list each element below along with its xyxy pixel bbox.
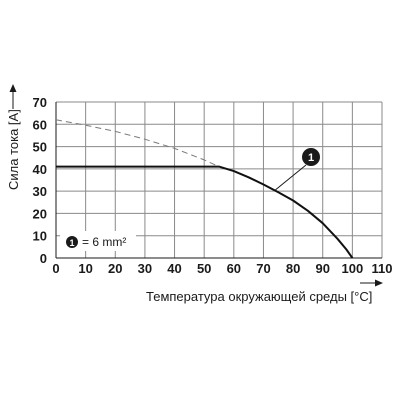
y-axis-title-group: Сила тока [A] (6, 84, 21, 190)
x-tick-label: 70 (256, 261, 270, 276)
x-tick-label: 60 (227, 261, 241, 276)
callout-badge (302, 148, 320, 166)
y-tick-label: 10 (33, 229, 47, 244)
y-axis-title: Сила тока [A] (6, 109, 21, 190)
axis-tick-labels: 0 10 20 30 40 50 60 70 80 90 100 110 0 10 20 30 40 50 60 70 (33, 95, 393, 276)
x-axis-title-group: Температура окружающей среды [°C] (146, 279, 383, 304)
y-axis-arrow-icon (9, 84, 17, 92)
y-tick-label: 30 (33, 184, 47, 199)
x-tick-label: 90 (315, 261, 329, 276)
x-tick-label: 40 (167, 261, 181, 276)
x-tick-label: 50 (197, 261, 211, 276)
y-tick-label: 60 (33, 117, 47, 132)
series-line-solid (56, 165, 354, 259)
y-tick-label: 70 (33, 95, 47, 110)
x-tick-label: 80 (286, 261, 300, 276)
curve-callout: 1 (274, 148, 320, 191)
y-tick-label: 50 (33, 140, 47, 155)
legend-badge-label: 1 (69, 238, 74, 248)
chart-axes (55, 102, 382, 259)
y-tick-label: 40 (33, 162, 47, 177)
series-line-dashed (55, 119, 220, 168)
legend-badge (66, 236, 78, 248)
series-layer (55, 119, 354, 259)
y-tick-label: 0 (40, 251, 47, 266)
x-tick-label: 100 (342, 261, 364, 276)
x-axis-arrow-icon (375, 279, 383, 287)
x-tick-label: 110 (372, 261, 393, 276)
callout-leader-line (274, 164, 307, 191)
x-tick-label: 10 (78, 261, 92, 276)
x-tick-label: 0 (52, 261, 59, 276)
x-tick-label: 30 (138, 261, 152, 276)
legend-background (60, 231, 136, 251)
callout-badge-label: 1 (308, 152, 314, 164)
x-axis-title: Температура окружающей среды [°C] (146, 289, 372, 304)
legend: 1 = 6 mm² (60, 231, 136, 251)
y-tick-label: 20 (33, 206, 47, 221)
x-tick-label: 20 (108, 261, 122, 276)
legend-text: = 6 mm² (82, 235, 126, 249)
